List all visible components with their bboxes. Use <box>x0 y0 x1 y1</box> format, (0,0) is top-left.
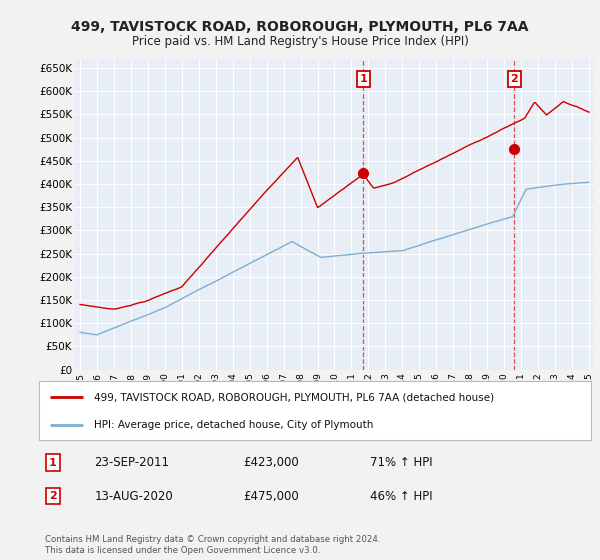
Text: Price paid vs. HM Land Registry's House Price Index (HPI): Price paid vs. HM Land Registry's House … <box>131 35 469 48</box>
Text: 1: 1 <box>359 74 367 84</box>
Text: HPI: Average price, detached house, City of Plymouth: HPI: Average price, detached house, City… <box>94 420 374 430</box>
Text: 23-SEP-2011: 23-SEP-2011 <box>94 456 169 469</box>
Text: £475,000: £475,000 <box>243 489 299 503</box>
Text: 71% ↑ HPI: 71% ↑ HPI <box>370 456 433 469</box>
Text: Contains HM Land Registry data © Crown copyright and database right 2024.
This d: Contains HM Land Registry data © Crown c… <box>44 535 380 555</box>
Text: 499, TAVISTOCK ROAD, ROBOROUGH, PLYMOUTH, PL6 7AA (detached house): 499, TAVISTOCK ROAD, ROBOROUGH, PLYMOUTH… <box>94 392 494 402</box>
Text: 1: 1 <box>49 458 56 468</box>
Text: 2: 2 <box>49 491 56 501</box>
Text: 13-AUG-2020: 13-AUG-2020 <box>94 489 173 503</box>
Text: 2: 2 <box>511 74 518 84</box>
Text: £423,000: £423,000 <box>243 456 299 469</box>
Text: 499, TAVISTOCK ROAD, ROBOROUGH, PLYMOUTH, PL6 7AA: 499, TAVISTOCK ROAD, ROBOROUGH, PLYMOUTH… <box>71 20 529 34</box>
Text: 46% ↑ HPI: 46% ↑ HPI <box>370 489 433 503</box>
